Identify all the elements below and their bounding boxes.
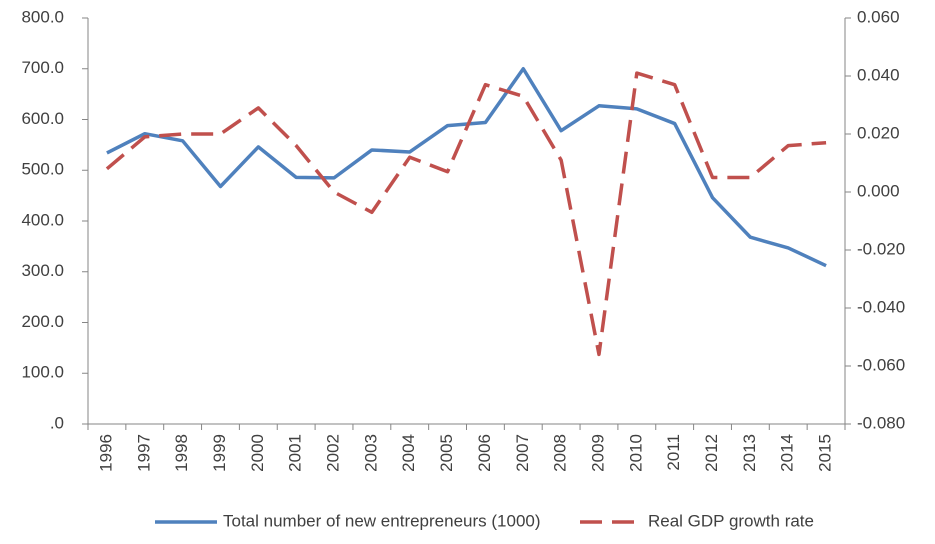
x-tick-label: 2003 bbox=[361, 434, 380, 472]
x-tick-label: 2012 bbox=[702, 434, 721, 472]
y-tick-label: 700.0 bbox=[21, 58, 64, 77]
y-tick-label: .0 bbox=[50, 413, 64, 432]
x-tick-label: 2006 bbox=[475, 434, 494, 472]
x-tick-label: 2001 bbox=[286, 434, 305, 472]
x-tick-label: 2010 bbox=[626, 434, 645, 472]
y2-tick-label: -0.040 bbox=[857, 297, 905, 316]
series-line bbox=[106, 67, 827, 268]
series-line bbox=[105, 71, 827, 357]
x-tick-label: 2005 bbox=[437, 434, 456, 472]
x-tick-label: 2008 bbox=[551, 434, 570, 472]
y-tick-label: 800.0 bbox=[21, 7, 64, 26]
x-tick-label: 2009 bbox=[588, 434, 607, 472]
y2-tick-label: -0.060 bbox=[857, 355, 905, 374]
y-tick-label: 500.0 bbox=[21, 160, 64, 179]
y2-tick-label: 0.000 bbox=[857, 181, 900, 200]
x-tick-label: 2000 bbox=[248, 434, 267, 472]
legend-label: Total number of new entrepreneurs (1000) bbox=[223, 511, 541, 530]
x-tick-label: 1997 bbox=[134, 434, 153, 472]
y2-tick-label: -0.080 bbox=[857, 413, 905, 432]
x-tick-label: 2013 bbox=[740, 434, 759, 472]
y2-tick-label: 0.020 bbox=[857, 123, 900, 142]
y-tick-label: 300.0 bbox=[21, 261, 64, 280]
x-tick-label: 2011 bbox=[664, 434, 683, 471]
x-tick-label: 2007 bbox=[513, 434, 532, 472]
x-tick-label: 1998 bbox=[172, 434, 191, 472]
y2-tick-label: 0.040 bbox=[857, 65, 900, 84]
y-tick-label: 100.0 bbox=[21, 363, 64, 382]
x-tick-label: 2015 bbox=[816, 434, 835, 472]
legend-label: Real GDP growth rate bbox=[648, 511, 814, 530]
x-tick-label: 2014 bbox=[778, 434, 797, 472]
y-tick-label: 400.0 bbox=[21, 210, 64, 229]
y-tick-label: 200.0 bbox=[21, 312, 64, 331]
x-tick-label: 2004 bbox=[399, 434, 418, 472]
x-tick-label: 1996 bbox=[96, 434, 115, 472]
y-tick-label: 600.0 bbox=[21, 109, 64, 128]
y2-tick-label: 0.060 bbox=[857, 7, 900, 26]
y2-tick-label: -0.020 bbox=[857, 239, 905, 258]
x-tick-label: 1999 bbox=[210, 434, 229, 472]
x-tick-label: 2002 bbox=[324, 434, 343, 472]
